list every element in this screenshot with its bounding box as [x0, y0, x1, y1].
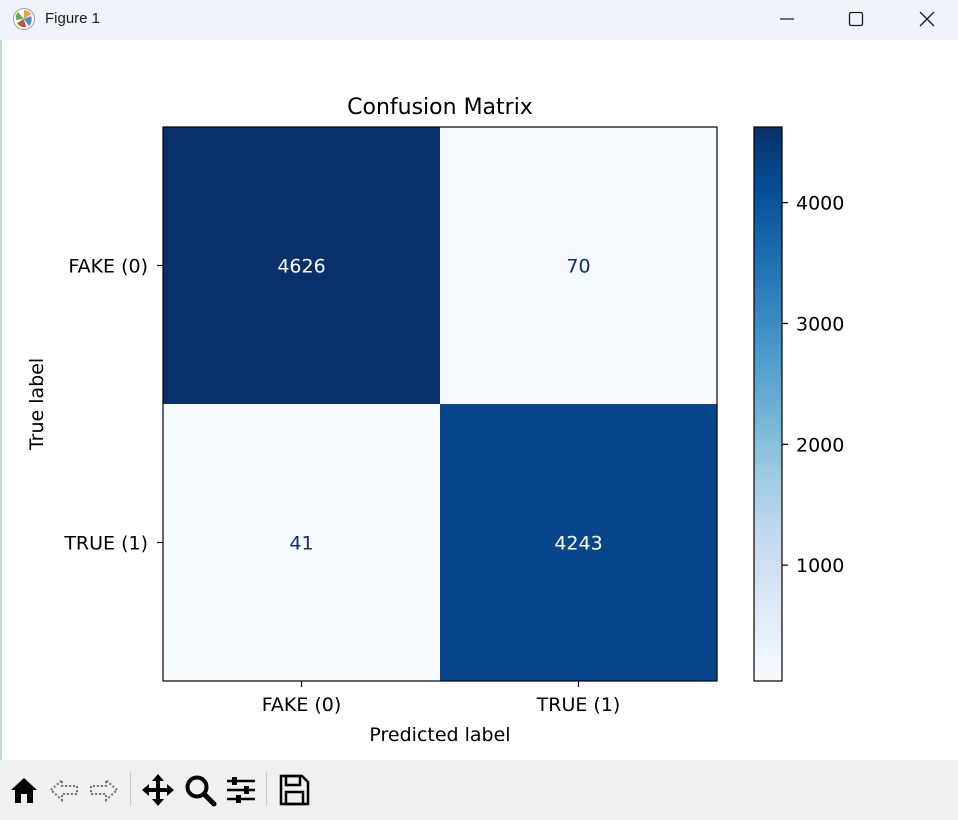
plot-frame	[162, 126, 718, 682]
cell-value-label: 70	[566, 256, 590, 278]
minimize-icon	[780, 18, 794, 20]
window-titlebar: Figure 1	[0, 0, 958, 40]
matplotlib-logo-icon	[13, 8, 35, 30]
colorbar	[753, 126, 783, 682]
back-button[interactable]	[46, 770, 82, 810]
window-title: Figure 1	[45, 10, 101, 27]
x-axis-label: Predicted label	[369, 724, 510, 746]
heatmap-cells	[163, 127, 717, 681]
heatmap-cell	[440, 127, 717, 404]
cell-value-label: 4243	[554, 533, 602, 555]
forward-button[interactable]	[86, 770, 122, 810]
x-tick-label: FAKE (0)	[262, 694, 342, 716]
move-arrows-icon	[142, 774, 174, 806]
colorbar-ticks: 1000 2000 3000 4000	[782, 193, 844, 577]
close-icon	[919, 11, 935, 27]
colorbar-tick-label: 4000	[796, 193, 844, 215]
y-tick-label: TRUE (1)	[63, 533, 148, 555]
colorbar-tick-label: 2000	[796, 434, 844, 456]
confusion-matrix-chart: Confusion Matrix 4626 70 41 4243 FAKE (0) TR…	[26, 95, 844, 746]
zoom-button[interactable]	[181, 770, 219, 810]
heatmap-cell	[163, 127, 440, 404]
maximize-button[interactable]	[821, 0, 891, 38]
home-button[interactable]	[6, 770, 42, 810]
toolbar-separator	[130, 772, 131, 806]
colorbar-tick-label: 1000	[796, 555, 844, 577]
back-arrow-icon	[49, 777, 78, 803]
y-axis-ticks: FAKE (0) TRUE (1)	[63, 256, 163, 555]
heatmap-cell-labels: 4626 70 41 4243	[277, 256, 602, 555]
save-button[interactable]	[275, 770, 313, 810]
maximize-icon	[848, 11, 864, 27]
x-tick-label: TRUE (1)	[536, 694, 621, 716]
figure-canvas[interactable]: Confusion Matrix 4626 70 41 4243 FAKE (0) TR…	[0, 40, 958, 760]
toolbar-separator	[266, 772, 267, 806]
x-axis-ticks: FAKE (0) TRUE (1)	[262, 681, 621, 716]
sliders-icon	[227, 777, 255, 803]
cell-value-label: 41	[289, 533, 313, 555]
window-edge	[0, 40, 2, 760]
configure-subplots-button[interactable]	[222, 770, 260, 810]
chart-title: Confusion Matrix	[347, 95, 533, 120]
cell-value-label: 4626	[277, 256, 325, 278]
heatmap-cell	[440, 404, 717, 681]
minimize-button[interactable]	[752, 0, 822, 38]
home-icon	[11, 778, 37, 803]
magnifier-icon	[185, 775, 217, 807]
floppy-disk-icon	[279, 774, 310, 806]
forward-arrow-icon	[90, 777, 119, 803]
y-tick-label: FAKE (0)	[68, 256, 148, 278]
heatmap-cell	[163, 404, 440, 681]
pan-button[interactable]	[139, 770, 177, 810]
y-axis-label: True label	[26, 358, 48, 451]
colorbar-tick-label: 3000	[796, 313, 844, 335]
close-button[interactable]	[892, 0, 958, 38]
